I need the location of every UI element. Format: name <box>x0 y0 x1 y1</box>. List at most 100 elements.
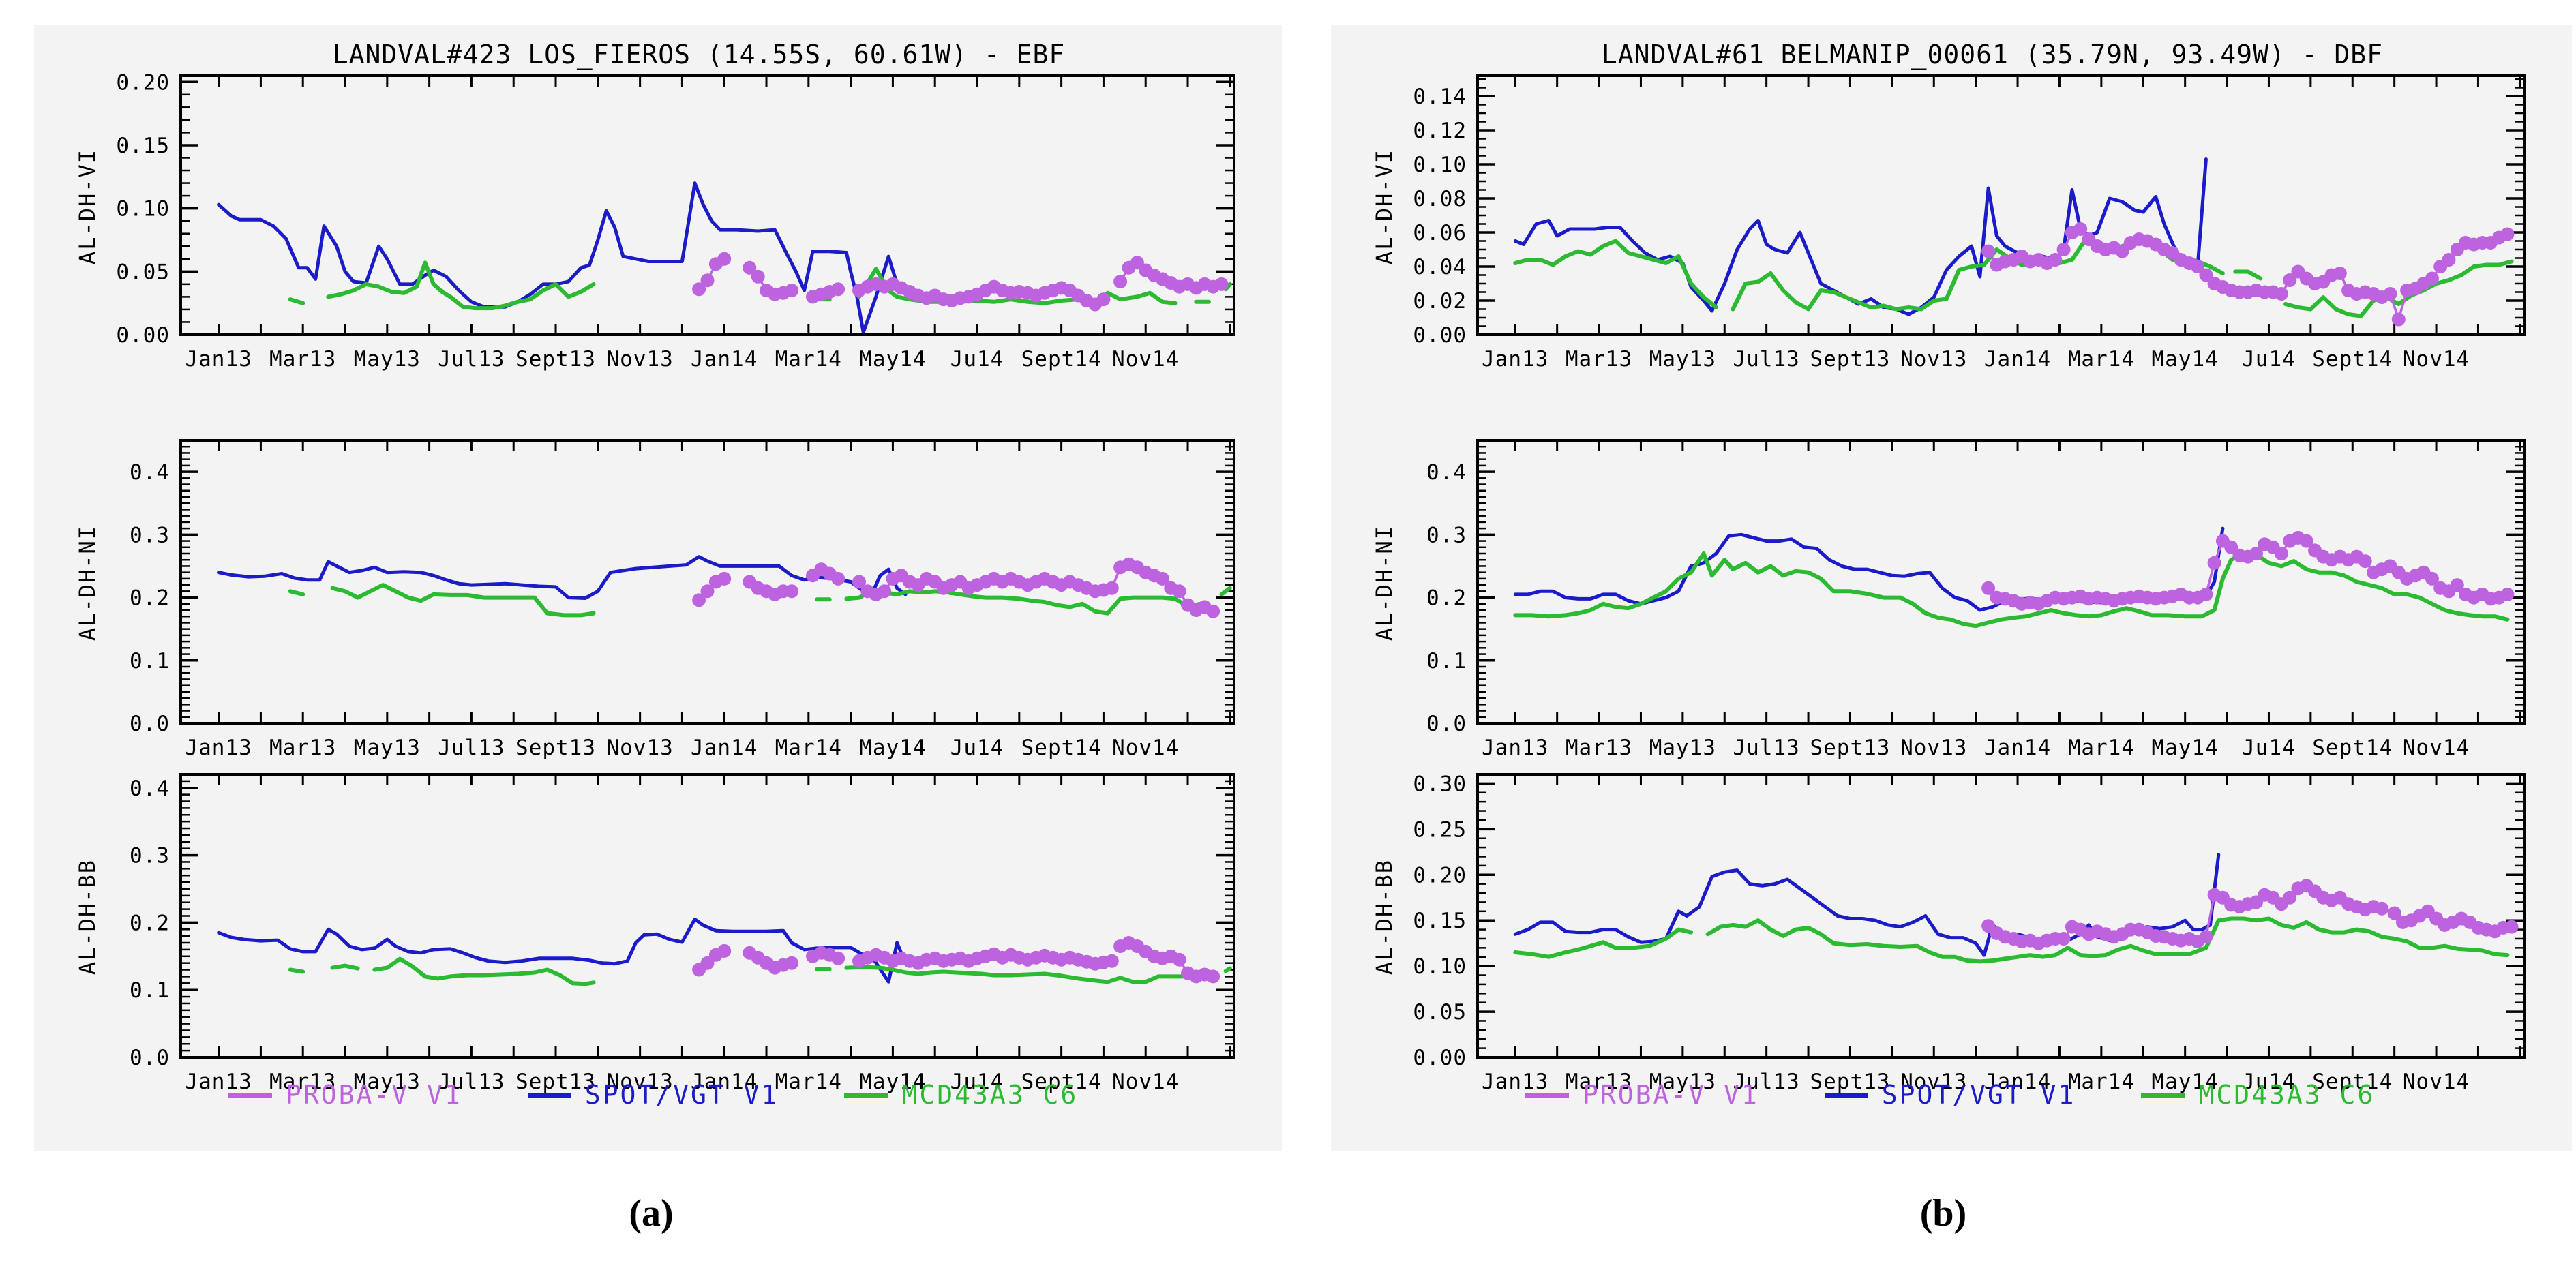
data-point-marker <box>2375 901 2389 916</box>
data-point-marker <box>2199 268 2213 282</box>
data-point-marker <box>1155 571 1169 586</box>
data-point-marker <box>2073 222 2088 236</box>
x-tick-label: Nov14 <box>2403 1070 2470 1094</box>
y-tick-label: 0.00 <box>1413 323 1467 348</box>
chart-a-al-dh-ni: Jan13 Mar13 May13 Jul13 Sept13 Nov13 Jan14 Mar1… <box>130 439 1235 760</box>
data-point-marker <box>1172 584 1186 599</box>
y-axis: 0.0 0.1 0.2 0.3 0.4 <box>130 445 1234 736</box>
data-point-marker <box>2249 547 2263 560</box>
y-tick-label: 0.14 <box>1413 85 1467 109</box>
data-point-marker <box>831 571 845 586</box>
series-mcd <box>288 956 1232 986</box>
y-axis: 0.0 0.1 0.2 0.3 0.4 <box>130 776 1234 1070</box>
x-tick-label: Sept13 <box>1810 347 1890 372</box>
x-tick-label: Jul13 <box>1733 347 1799 372</box>
y-tick-label: 0.20 <box>1413 863 1467 888</box>
x-tick-label: Jan13 <box>1482 736 1548 760</box>
x-tick-label: Jul13 <box>438 1070 505 1094</box>
y-tick-label: 0.00 <box>116 323 170 348</box>
data-point-marker <box>1096 292 1111 307</box>
data-point-marker <box>1105 954 1119 968</box>
x-tick-label: Sept13 <box>515 347 596 372</box>
series-proba <box>692 936 1220 984</box>
x-tick-label: Nov13 <box>1900 347 1967 372</box>
data-point-marker <box>2425 271 2439 286</box>
x-tick-label: May14 <box>859 736 926 760</box>
plot-frame <box>179 74 1235 336</box>
y-tick-label: 0.30 <box>1413 772 1467 796</box>
x-tick-label: Sept14 <box>1021 736 1102 760</box>
x-tick-label: May14 <box>859 1070 926 1094</box>
x-tick-label: Ju14 <box>2242 736 2296 760</box>
proba-line-swatch-icon <box>228 1092 272 1098</box>
x-tick-label: Mar13 <box>269 736 336 760</box>
x-tick-label: Jan14 <box>691 1070 758 1094</box>
data-point-marker <box>700 956 715 970</box>
x-axis: Jan13 Mar13 May13 Jul13 Sept13 Nov13 Jan14 Mar1… <box>1482 774 2521 1094</box>
y-axis-label-ni: AL-DH-NI <box>1371 524 1397 641</box>
data-point-marker <box>692 593 706 607</box>
subfigure-caption-b: (b) <box>1919 1192 1967 1235</box>
series-spot <box>217 181 899 334</box>
y-tick-label: 0.06 <box>1413 221 1467 245</box>
y-tick-label: 0.2 <box>1426 586 1467 611</box>
data-point-marker <box>785 956 799 970</box>
data-point-marker <box>2191 260 2205 273</box>
y-tick-label: 0.15 <box>1413 909 1467 933</box>
legend-item-proba: PROBA-V V1 <box>1525 1080 1759 1110</box>
x-tick-label: Mar14 <box>2068 1070 2135 1094</box>
y-tick-label: 0.25 <box>1413 817 1467 842</box>
y-tick-label: 0.10 <box>1413 153 1467 177</box>
data-point-marker <box>831 282 845 297</box>
x-tick-label: Jan13 <box>1482 347 1548 372</box>
y-tick-label: 0.4 <box>130 776 170 801</box>
x-axis: Jan13 Mar13 May13 Jul13 Sept13 Nov13 Jan14 Mar1… <box>1482 76 2521 372</box>
data-point-marker <box>717 571 732 586</box>
data-point-marker <box>751 269 765 284</box>
data-point-marker <box>2450 578 2464 592</box>
data-point-marker <box>2207 556 2221 570</box>
series-proba <box>1981 530 2515 611</box>
x-tick-label: May13 <box>1649 1070 1716 1094</box>
x-tick-label: Sept14 <box>1021 1070 1102 1094</box>
data-point-marker <box>1206 969 1220 984</box>
x-tick-label: Jan13 <box>185 736 252 760</box>
data-point-marker <box>2274 287 2288 301</box>
y-tick-label: 0.1 <box>130 649 170 674</box>
series-proba <box>692 252 1229 312</box>
data-point-marker <box>700 584 715 599</box>
y-tick-label: 0.02 <box>1413 289 1467 314</box>
x-tick-label: Mar13 <box>1566 736 1632 760</box>
x-tick-label: Jan14 <box>691 736 758 760</box>
data-point-marker <box>743 260 757 275</box>
x-tick-label: Jul13 <box>1733 1070 1799 1094</box>
y-tick-label: 0.2 <box>130 911 170 935</box>
legend-label-proba: PROBA-V V1 <box>1583 1080 1759 1110</box>
subfigure-caption-a: (a) <box>629 1192 674 1235</box>
legend-b: PROBA-V V1 SPOT/VGT V1 MCD43A3 C6 <box>1478 1080 2545 1110</box>
figure-a-charts: Jan13 Mar13 May13 Jul13 Sept13 Nov13 Jan14 Mar1… <box>116 70 1235 1094</box>
data-point-marker <box>2056 932 2071 946</box>
legend-label-spot: SPOT/VGT V1 <box>584 1080 779 1110</box>
x-tick-label: Mar13 <box>269 347 336 372</box>
y-tick-label: 0.05 <box>116 260 170 284</box>
x-tick-label: May14 <box>2151 1070 2218 1094</box>
y-tick-label: 0.10 <box>116 197 170 222</box>
x-tick-label: May13 <box>354 736 421 760</box>
data-point-marker <box>2333 267 2347 280</box>
x-tick-label: Ju14 <box>950 736 1004 760</box>
y-tick-label: 0.04 <box>1413 255 1467 279</box>
y-tick-label: 0.1 <box>1426 649 1467 674</box>
chart-b-al-dh-vi: Jan13 Mar13 May13 Jul13 Sept13 Nov13 Jan14 Mar1… <box>1413 74 2526 372</box>
proba-line-swatch-icon <box>1525 1092 1569 1098</box>
x-tick-label: Jan13 <box>185 347 252 372</box>
y-tick-label: 0.4 <box>1426 460 1467 485</box>
series-mcd <box>288 583 1232 618</box>
x-axis: Jan13 Mar13 May13 Jul13 Sept13 Nov13 Jan14 Mar1… <box>185 774 1231 1094</box>
data-point-marker <box>1206 604 1220 618</box>
data-point-marker <box>2500 587 2515 601</box>
series-spot <box>1513 157 2208 316</box>
data-point-marker <box>2115 244 2129 258</box>
x-tick-label: May13 <box>1649 347 1716 372</box>
data-point-marker <box>2199 587 2213 601</box>
